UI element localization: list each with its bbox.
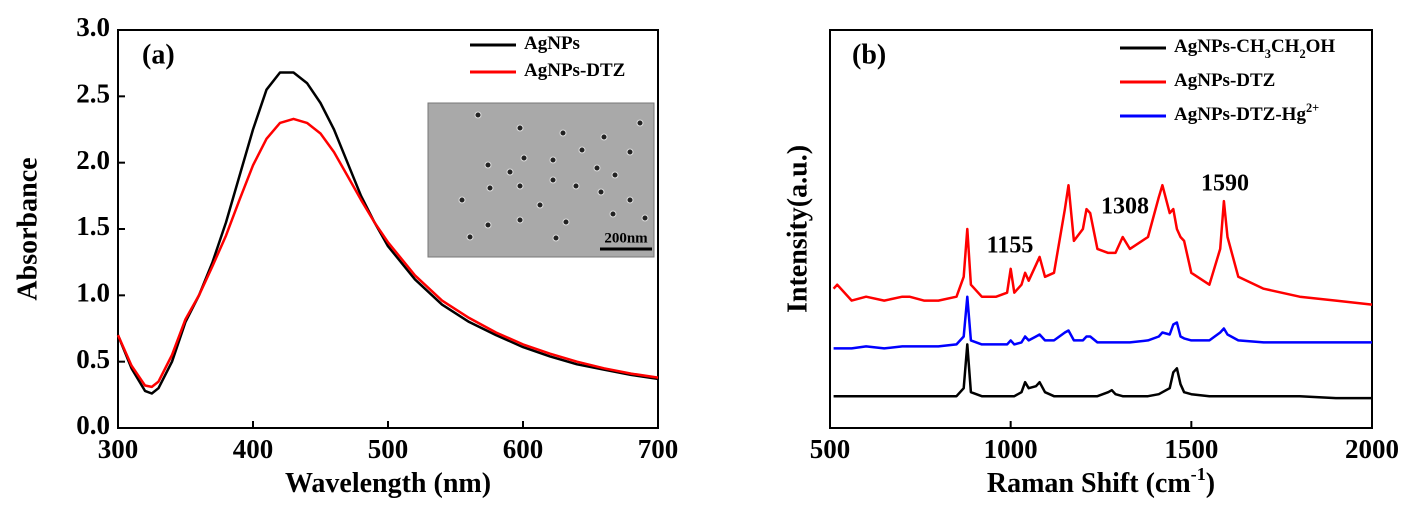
x-tick-label: 400	[233, 434, 274, 464]
particle	[484, 221, 492, 229]
y-tick-label: 2.0	[76, 145, 110, 175]
particle	[562, 218, 570, 226]
particle	[458, 196, 466, 204]
inset-image	[427, 102, 655, 258]
y-tick-label: 3.0	[76, 12, 110, 42]
particle	[609, 210, 617, 218]
particle	[578, 146, 586, 154]
series-line	[833, 295, 1372, 350]
legend-label: AgNPs-DTZ	[524, 60, 625, 81]
y-axis-label: Absorbance	[12, 157, 43, 300]
x-tick-label: 500	[368, 434, 409, 464]
x-axis-label: Wavelength (nm)	[285, 468, 491, 499]
legend-label: AgNPs	[524, 33, 580, 54]
particle	[549, 176, 557, 184]
y-tick-label: 2.5	[76, 79, 110, 109]
particle	[516, 124, 524, 132]
particle	[549, 156, 557, 164]
y-tick-label: 0.5	[76, 344, 110, 374]
x-tick-label: 500	[810, 434, 851, 464]
legend-label: AgNPs-CH3CH2OH	[1174, 36, 1335, 60]
particle	[600, 133, 608, 141]
series-line	[833, 343, 1372, 400]
series-line	[116, 71, 659, 395]
particle	[626, 196, 634, 204]
x-tick-label: 2000	[1345, 434, 1399, 464]
panel-label: (a)	[142, 39, 175, 70]
y-tick-label: 0.0	[76, 410, 110, 440]
x-tick-label: 1000	[984, 434, 1038, 464]
particle	[572, 182, 580, 190]
particle	[474, 111, 482, 119]
legend-label: AgNPs-DTZ	[1174, 70, 1275, 91]
particle	[484, 161, 492, 169]
y-tick-label: 1.0	[76, 278, 110, 308]
particle	[536, 201, 544, 209]
particle	[516, 216, 524, 224]
particle	[516, 182, 524, 190]
y-tick-label: 1.5	[76, 211, 110, 241]
particle	[552, 234, 560, 242]
peak-label: 1590	[1201, 171, 1249, 197]
x-tick-label: 700	[638, 434, 679, 464]
particle	[611, 171, 619, 179]
series-line	[116, 117, 659, 389]
y-axis-label: Intensity(a.u.)	[782, 145, 813, 313]
particle	[486, 184, 494, 192]
x-axis-label: Raman Shift (cm-1)	[987, 464, 1215, 499]
series-line	[832, 183, 1373, 306]
particle	[641, 214, 649, 222]
plot-frame	[829, 29, 1373, 429]
legend-label: AgNPs-DTZ-Hg2+	[1174, 101, 1319, 126]
peak-label: 1308	[1101, 194, 1149, 220]
particle	[520, 154, 528, 162]
x-tick-label: 300	[98, 434, 139, 464]
particle	[466, 233, 474, 241]
particle	[597, 188, 605, 196]
x-tick-label: 600	[503, 434, 544, 464]
particle	[506, 168, 514, 176]
particle	[559, 129, 567, 137]
particle	[636, 119, 644, 127]
panel-label: (b)	[852, 39, 886, 70]
particle	[593, 164, 601, 172]
scale-bar-label: 200nm	[604, 230, 648, 246]
particle	[626, 148, 634, 156]
x-tick-label: 1500	[1164, 434, 1218, 464]
peak-label: 1155	[987, 233, 1034, 259]
